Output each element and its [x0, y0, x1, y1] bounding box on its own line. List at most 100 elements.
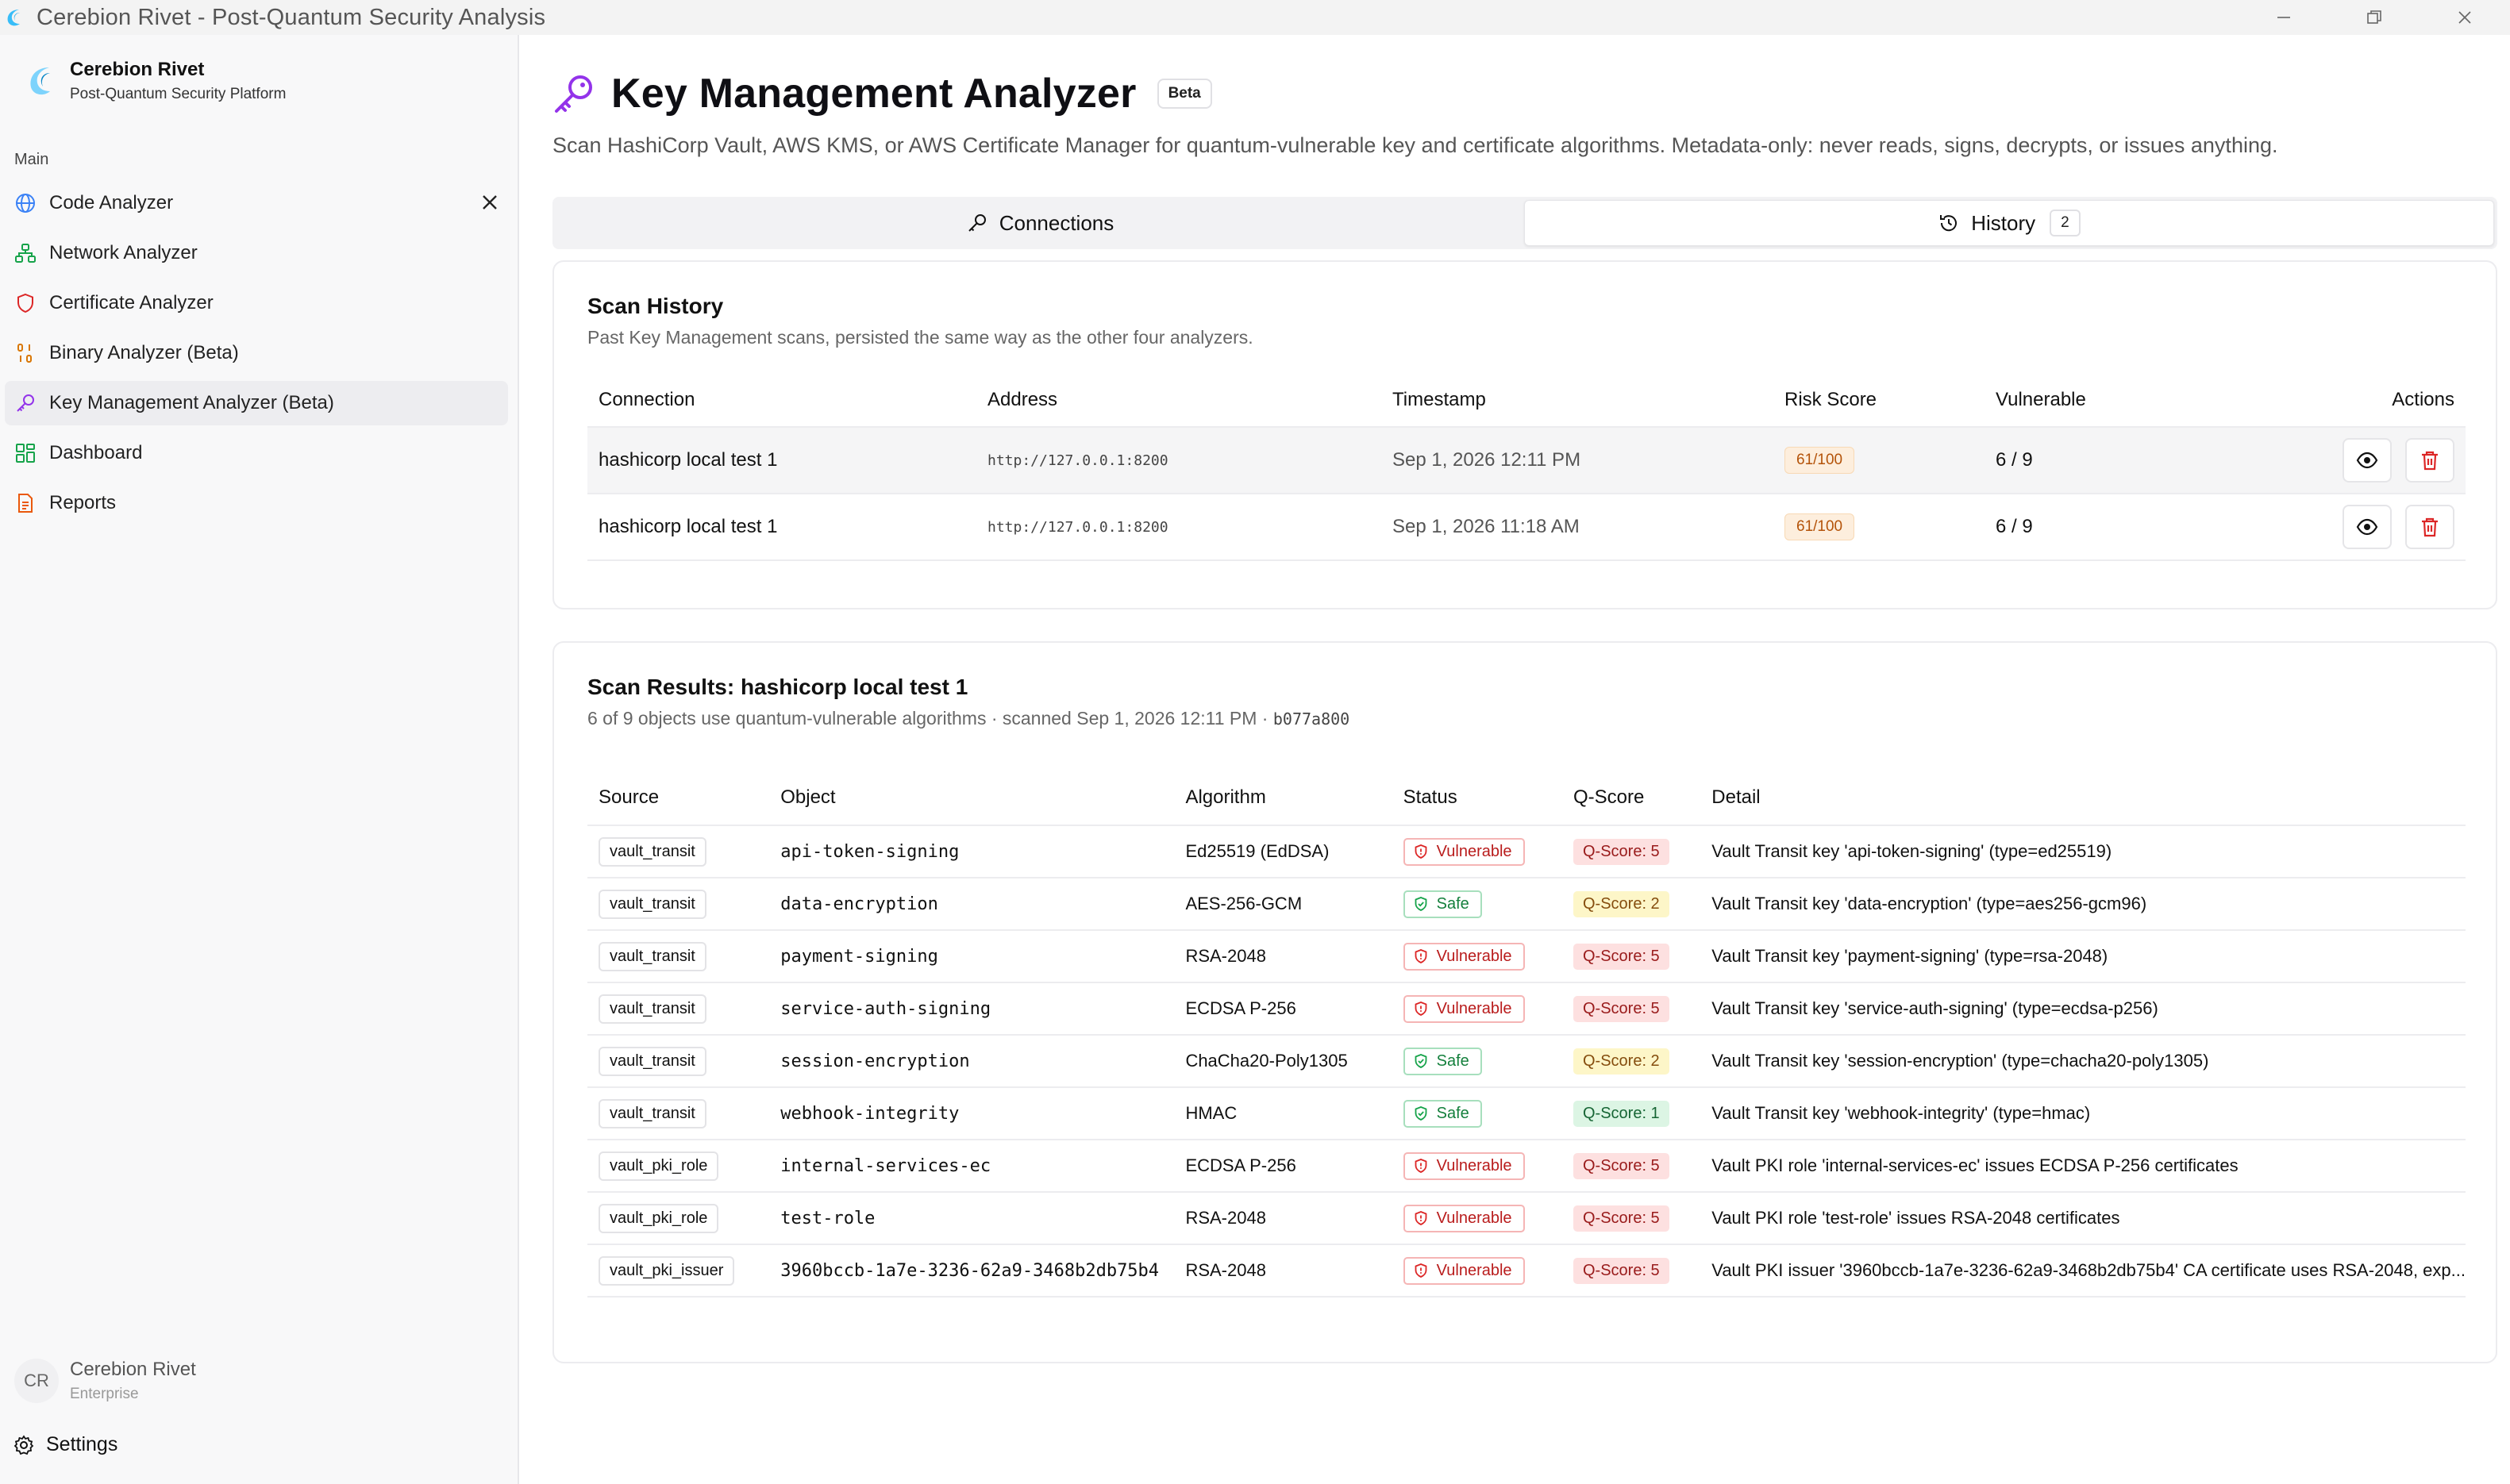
table-row[interactable]: vault_transit webhook-integrity HMAC Safe Q-… [587, 1087, 2466, 1140]
view-scan-button[interactable] [2343, 505, 2393, 549]
status-badge: Vulnerable [1403, 1204, 1525, 1232]
binary-icon [17, 344, 32, 363]
settings-button[interactable]: Settings [13, 1433, 117, 1456]
algorithm: ECDSA P-256 [1174, 1140, 1392, 1193]
scan-timestamp: Sep 1, 2026 12:11 PM [1381, 427, 1773, 494]
sidebar-item-key-management-analyzer[interactable]: Key Management Analyzer (Beta) [5, 381, 508, 425]
vulnerable-count: 6 / 9 [1985, 494, 2223, 561]
object-name: data-encryption [769, 878, 1175, 931]
source-badge: vault_pki_role [599, 1151, 719, 1181]
object-name: api-token-signing [769, 825, 1175, 878]
qscore-badge: Q-Score: 5 [1573, 1205, 1669, 1232]
sidebar-item-label: Dashboard [49, 442, 143, 463]
table-row[interactable]: vault_pki_role internal-services-ec ECDSA … [587, 1140, 2466, 1193]
key-icon [555, 75, 592, 113]
table-row[interactable]: hashicorp local test 1 http://127.0.0.1:… [587, 427, 2466, 494]
scan-history-subtitle: Past Key Management scans, persisted the… [587, 327, 1253, 348]
object-name: payment-signing [769, 930, 1175, 983]
table-row[interactable]: vault_transit session-encryption ChaCha20-… [587, 1035, 2466, 1088]
table-row[interactable]: vault_transit payment-signing RSA-2048 Vuln… [587, 930, 2466, 983]
scan-results-table: Source Object Algorithm Status Q-Score D… [587, 770, 2466, 1298]
risk-score-badge: 61/100 [1784, 447, 1855, 474]
table-row[interactable]: vault_pki_issuer 3960bccb-1a7e-3236-62a9-… [587, 1244, 2466, 1298]
sidebar-item-reports[interactable]: Reports [5, 481, 508, 525]
scan-history-title: Scan History [587, 294, 724, 318]
scan-results-card: Scan Results: hashicorp local test 1 6 o… [552, 641, 2497, 1363]
source-badge: vault_transit [599, 889, 706, 919]
source-badge: vault_transit [599, 1046, 706, 1076]
history-count-badge: 2 [2050, 210, 2081, 236]
shield-icon [17, 293, 33, 313]
tab-history[interactable]: History 2 [1524, 200, 2494, 246]
sidebar-item-dashboard[interactable]: Dashboard [5, 431, 508, 475]
table-row[interactable]: vault_transit data-encryption AES-256-GCM S… [587, 878, 2466, 931]
brand-subtitle: Post-Quantum Security Platform [70, 86, 287, 102]
status-badge: Vulnerable [1403, 1256, 1525, 1285]
restore-icon [2367, 10, 2381, 24]
globe-code-icon [16, 194, 35, 213]
qscore-badge: Q-Score: 5 [1573, 1152, 1669, 1179]
scan-results-summary: 6 of 9 objects use quantum-vulnerable al… [587, 708, 1349, 729]
status-badge: Vulnerable [1403, 942, 1525, 971]
close-icon[interactable] [479, 192, 500, 213]
detail-text: Vault PKI issuer '3960bccb-1a7e-3236-62a… [1700, 1244, 2466, 1298]
user-plan: Enterprise [70, 1386, 139, 1402]
qscore-badge: Q-Score: 2 [1573, 890, 1669, 917]
status-badge: Safe [1403, 890, 1482, 918]
page-description: Scan HashiCorp Vault, AWS KMS, or AWS Ce… [552, 133, 2278, 157]
delete-scan-button[interactable] [2405, 438, 2454, 482]
tab-connections[interactable]: Connections [556, 200, 1524, 246]
source-badge: vault_transit [599, 1098, 706, 1128]
minimize-button[interactable] [2239, 0, 2329, 35]
column-header: Risk Score [1773, 373, 1985, 428]
avatar: CR [14, 1359, 59, 1403]
status-label: Vulnerable [1436, 1209, 1512, 1227]
table-row[interactable]: vault_transit service-auth-signing ECDSA P… [587, 982, 2466, 1036]
beta-badge: Beta [1157, 79, 1212, 109]
detail-text: Vault Transit key 'api-token-signing' (t… [1700, 825, 2466, 878]
view-scan-button[interactable] [2343, 438, 2393, 482]
network-icon [15, 244, 36, 263]
gear-icon [13, 1434, 34, 1455]
scan-results-body: vault_transit api-token-signing Ed25519 (E… [587, 825, 2466, 1298]
column-header: Source [587, 770, 770, 826]
sidebar-item-network-analyzer[interactable]: Network Analyzer [5, 231, 508, 275]
object-name: internal-services-ec [769, 1140, 1175, 1193]
scan-results-title: Scan Results: hashicorp local test 1 [587, 675, 968, 699]
user-profile[interactable]: CR Cerebion Rivet Enterprise [14, 1359, 196, 1403]
column-header: Timestamp [1381, 373, 1773, 428]
table-row[interactable]: vault_pki_role test-role RSA-2048 Vulnerabl… [587, 1192, 2466, 1245]
tab-label: Connections [999, 210, 1114, 235]
trash-icon [2422, 517, 2438, 537]
column-header: Detail [1700, 770, 2466, 826]
nav-section-label: Main [14, 151, 49, 168]
key-icon [968, 214, 986, 232]
sidebar-item-code-analyzer[interactable]: Code Analyzer [5, 181, 508, 225]
restore-button[interactable] [2329, 0, 2420, 35]
sidebar-item-label: Network Analyzer [49, 242, 198, 263]
tab-label: History [1971, 210, 2036, 235]
scan-timestamp: Sep 1, 2026 11:18 AM [1381, 494, 1773, 561]
eye-icon [2357, 518, 2378, 536]
delete-scan-button[interactable] [2405, 505, 2454, 549]
source-badge: vault_pki_issuer [599, 1255, 735, 1286]
sidebar-item-certificate-analyzer[interactable]: Certificate Analyzer [5, 281, 508, 325]
detail-text: Vault Transit key 'session-encryption' (… [1700, 1035, 2466, 1088]
table-row[interactable]: hashicorp local test 1 http://127.0.0.1:… [587, 494, 2466, 561]
column-header: Status [1392, 770, 1562, 826]
shield-check-icon [1415, 1106, 1427, 1121]
risk-score-badge: 61/100 [1784, 513, 1855, 540]
qscore-badge: Q-Score: 5 [1573, 943, 1669, 970]
column-header: Vulnerable [1985, 373, 2223, 428]
status-badge: Safe [1403, 1047, 1482, 1075]
table-row[interactable]: vault_transit api-token-signing Ed25519 (E… [587, 825, 2466, 878]
source-badge: vault_transit [599, 941, 706, 971]
status-label: Safe [1436, 1104, 1469, 1122]
close-window-button[interactable] [2420, 0, 2510, 35]
sidebar-item-label: Reports [49, 492, 117, 513]
source-badge: vault_transit [599, 836, 706, 867]
status-badge: Vulnerable [1403, 1151, 1525, 1180]
window-titlebar: Cerebion Rivet - Post-Quantum Security A… [0, 0, 2510, 35]
detail-text: Vault Transit key 'webhook-integrity' (t… [1700, 1087, 2466, 1140]
sidebar-item-binary-analyzer[interactable]: Binary Analyzer (Beta) [5, 331, 508, 375]
